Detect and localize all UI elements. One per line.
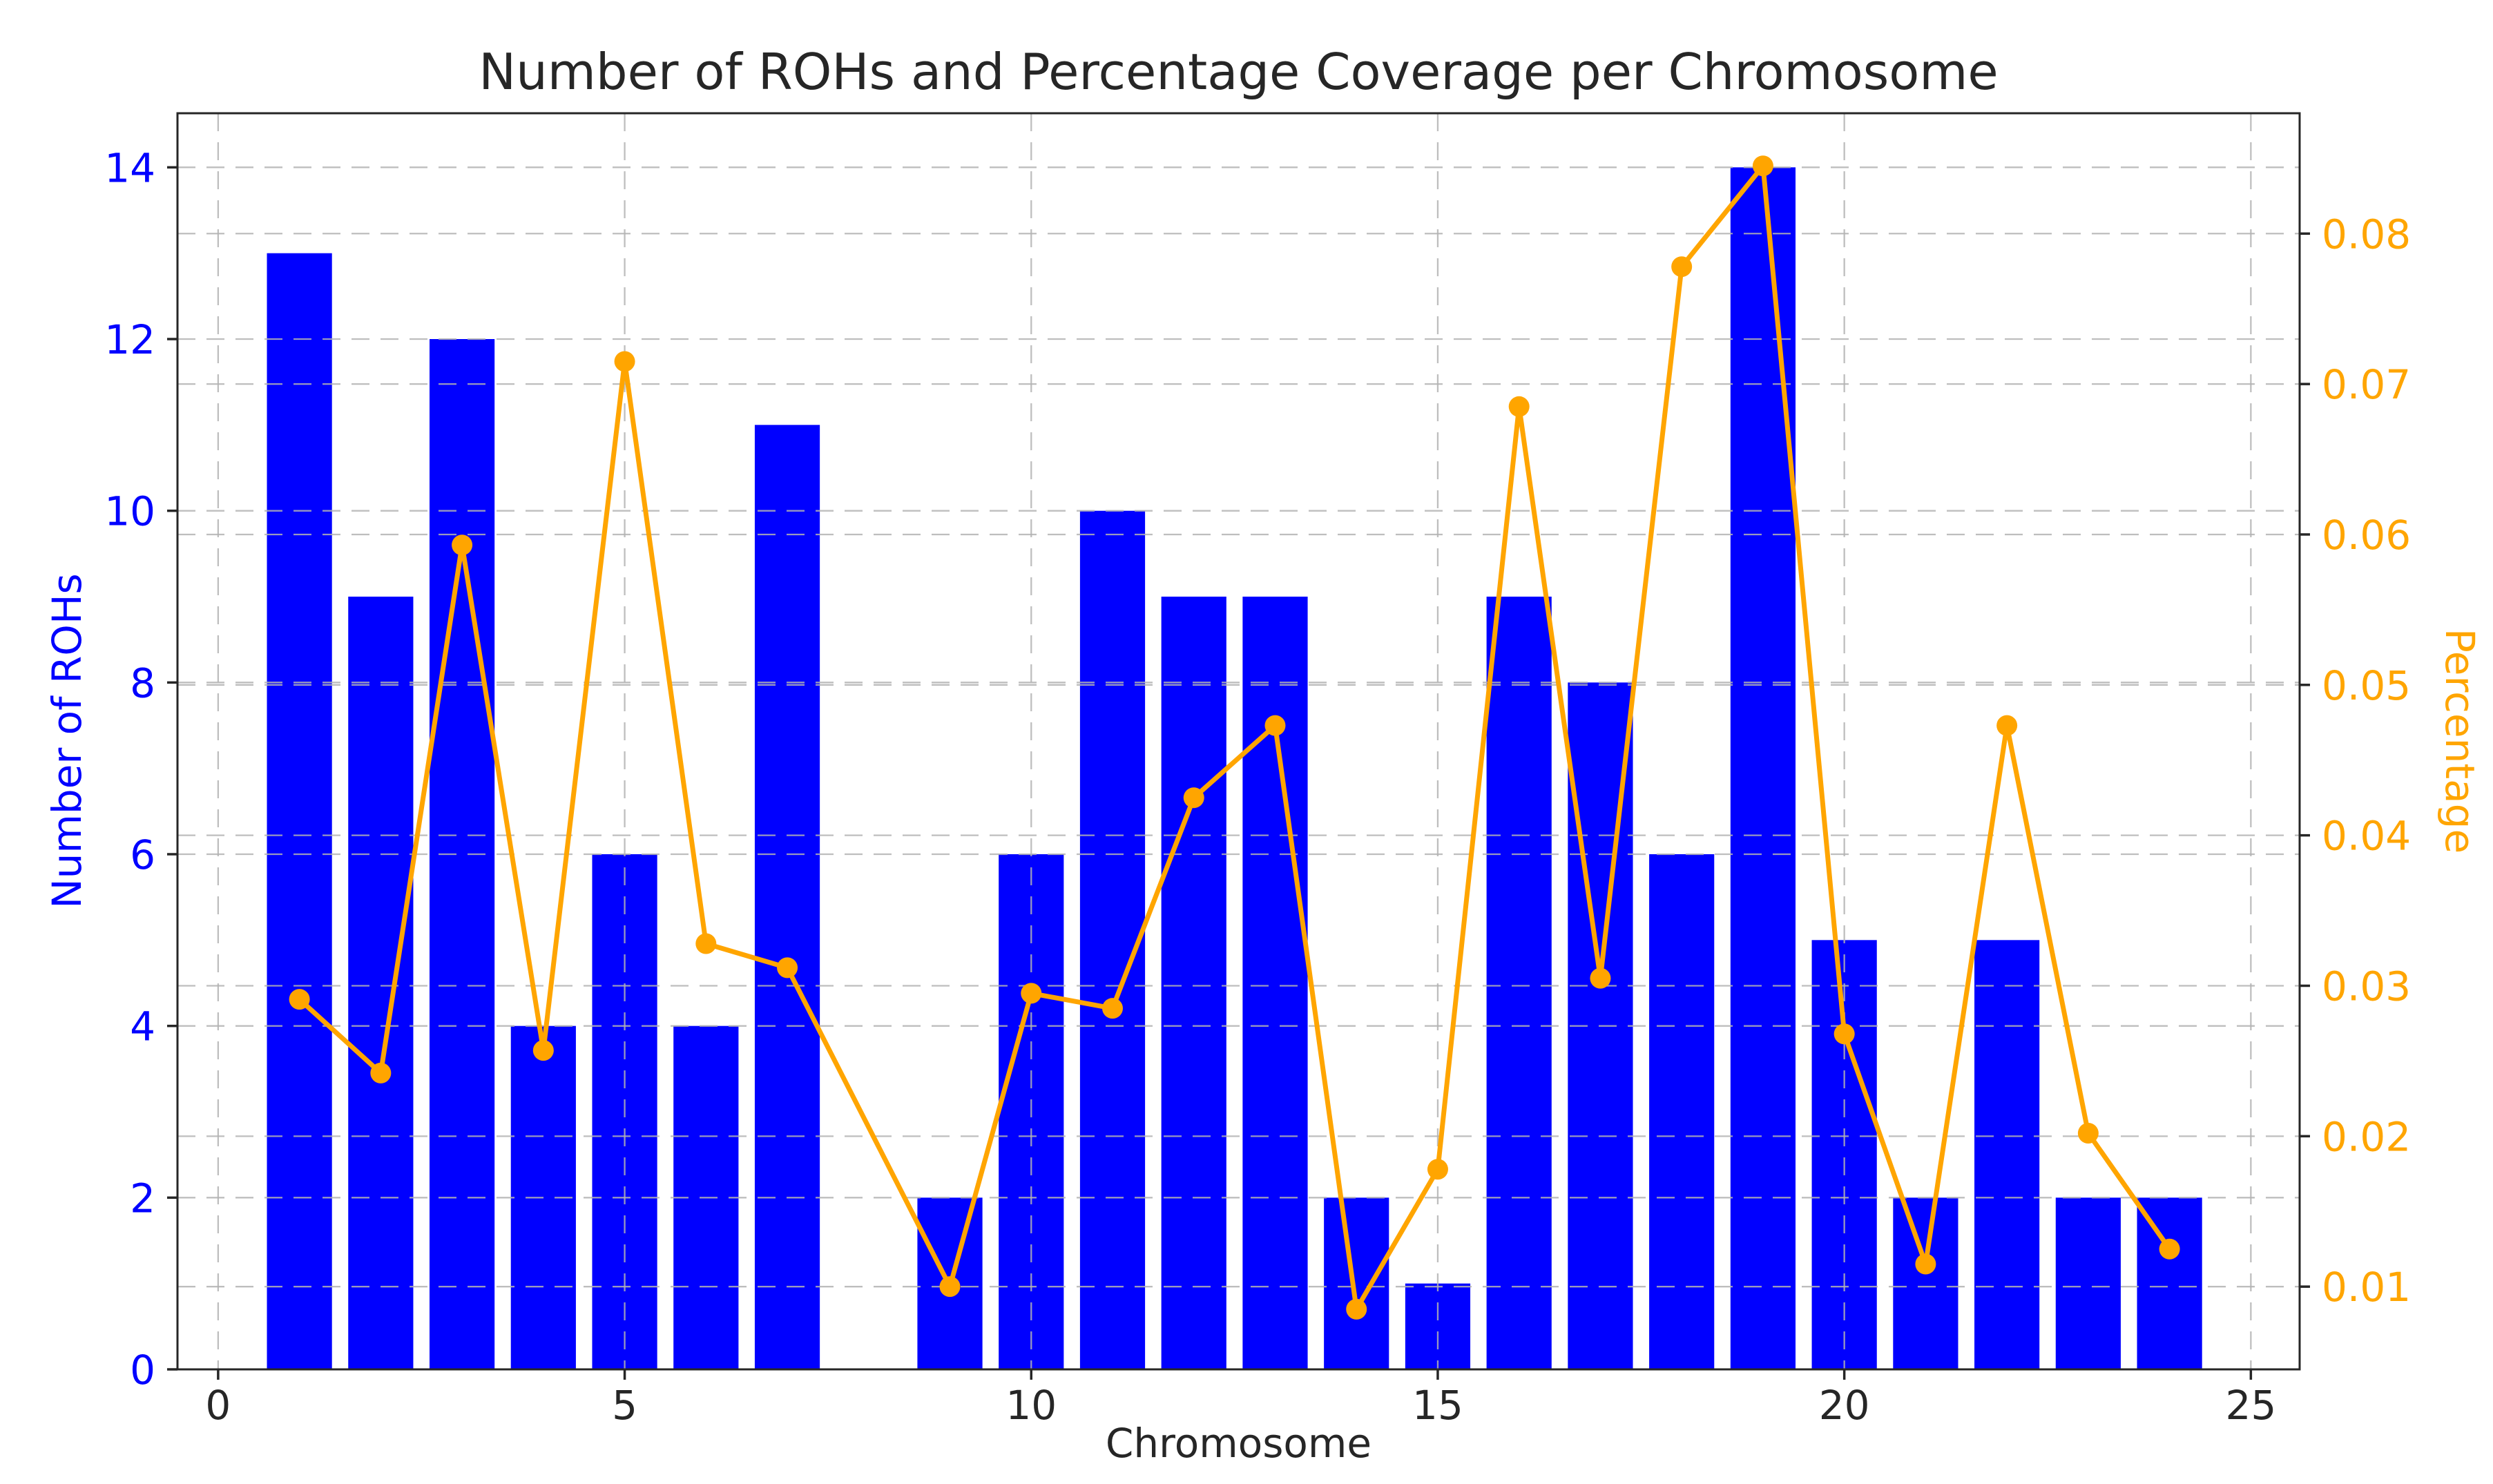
- bar-chromosome-21: [1893, 1197, 1958, 1369]
- left-tick-label-12: 12: [104, 316, 155, 363]
- line-marker-chromosome-5: [614, 351, 635, 372]
- line-marker-chromosome-11: [1102, 998, 1124, 1019]
- x-tick-label-10: 10: [1005, 1382, 1057, 1429]
- bar-chromosome-15: [1405, 1283, 1471, 1369]
- percentage-line: [297, 163, 2173, 1312]
- right-tick-label-0.06: 0.06: [2322, 512, 2411, 559]
- bar-chromosome-19: [1730, 167, 1796, 1370]
- left-tick-label-2: 2: [130, 1175, 155, 1222]
- line-marker-chromosome-3: [452, 534, 473, 556]
- line-marker-chromosome-15: [1427, 1159, 1448, 1180]
- line-marker-chromosome-13: [1264, 715, 1286, 736]
- right-tick-label-0.08: 0.08: [2322, 211, 2411, 258]
- x-tick-label-15: 15: [1412, 1382, 1463, 1429]
- right-tick-label-0.02: 0.02: [2322, 1113, 2411, 1160]
- x-tick-label-5: 5: [612, 1382, 637, 1429]
- right-tick-label-0.03: 0.03: [2322, 963, 2411, 1010]
- x-axis-label: Chromosome: [1105, 1420, 1372, 1467]
- line-marker-chromosome-1: [289, 989, 310, 1010]
- bar-chromosome-1: [267, 253, 332, 1369]
- bar-chromosome-2: [348, 596, 414, 1369]
- line-marker-chromosome-6: [695, 933, 717, 954]
- line-marker-chromosome-2: [370, 1062, 392, 1083]
- right-tick-label-0.07: 0.07: [2322, 361, 2411, 408]
- line-marker-chromosome-20: [1833, 1023, 1855, 1045]
- right-tick-label-0.01: 0.01: [2322, 1264, 2411, 1311]
- right-tick-label-0.05: 0.05: [2322, 662, 2411, 709]
- x-tick-label-25: 25: [2225, 1382, 2276, 1429]
- right-tick-label-0.04: 0.04: [2322, 813, 2411, 860]
- bar-chromosome-16: [1486, 596, 1552, 1369]
- line-marker-chromosome-18: [1671, 256, 1693, 278]
- line-marker-chromosome-10: [1021, 983, 1042, 1004]
- left-tick-label-4: 4: [130, 1003, 155, 1050]
- right-y-axis-label: Percentage: [2436, 628, 2483, 854]
- axes-spines: [176, 112, 2301, 1371]
- bar-chromosome-7: [754, 425, 820, 1369]
- left-tick-label-14: 14: [104, 144, 155, 191]
- bar-chromosome-22: [1974, 940, 2040, 1369]
- chart-title: Number of ROHs and Percentage Coverage p…: [479, 43, 1999, 101]
- line-marker-chromosome-4: [532, 1040, 554, 1061]
- bar-chromosome-13: [1242, 596, 1308, 1369]
- left-tick-label-8: 8: [130, 659, 155, 706]
- line-marker-chromosome-21: [1915, 1253, 1936, 1275]
- x-tick-label-20: 20: [1819, 1382, 1870, 1429]
- line-marker-chromosome-7: [777, 957, 798, 979]
- left-tick-label-6: 6: [130, 831, 155, 878]
- bar-chromosome-12: [1161, 596, 1226, 1369]
- line-marker-chromosome-17: [1590, 967, 1611, 989]
- line-marker-chromosome-24: [2159, 1238, 2180, 1260]
- line-marker-chromosome-14: [1346, 1298, 1367, 1320]
- bar-chromosome-18: [1649, 854, 1715, 1369]
- line-marker-chromosome-19: [1752, 155, 1773, 177]
- bar-chromosome-14: [1324, 1197, 1389, 1369]
- bar-chromosome-24: [2137, 1197, 2202, 1369]
- bar-chromosome-11: [1079, 510, 1146, 1370]
- x-tick-label-0: 0: [205, 1382, 231, 1429]
- left-tick-label-10: 10: [104, 488, 155, 535]
- line-marker-chromosome-23: [2077, 1122, 2099, 1144]
- bar-chromosome-23: [2055, 1197, 2121, 1369]
- line-marker-chromosome-16: [1508, 396, 1530, 417]
- line-marker-chromosome-9: [939, 1276, 961, 1298]
- line-marker-chromosome-12: [1183, 787, 1204, 809]
- left-y-axis-label: Number of ROHs: [44, 573, 90, 909]
- left-tick-label-0: 0: [130, 1347, 155, 1394]
- line-marker-chromosome-22: [1996, 715, 2018, 736]
